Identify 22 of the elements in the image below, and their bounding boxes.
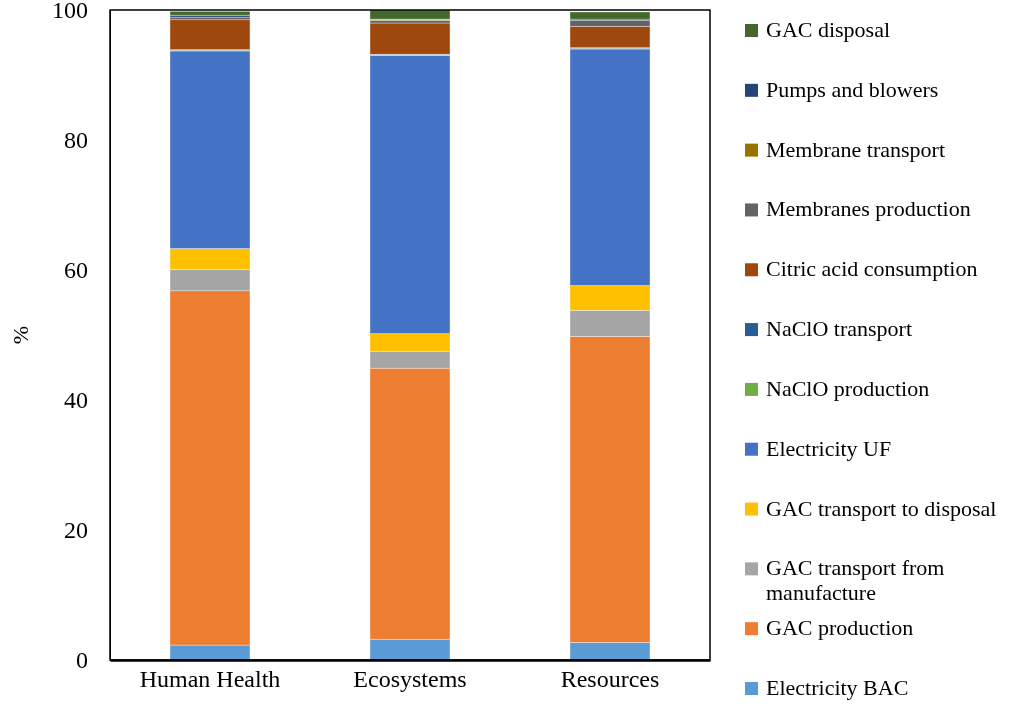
- y-tick-label: 20: [64, 517, 88, 544]
- y-tick-label: 40: [64, 387, 88, 414]
- legend-label: GAC transport from manufacture: [766, 555, 945, 605]
- legend-label: Membrane transport: [766, 136, 945, 162]
- legend-label: Membranes production: [766, 196, 971, 222]
- y-tick-label: 60: [64, 257, 88, 284]
- legend-label: GAC disposal: [766, 17, 891, 42]
- legend-label: Electricity UF: [766, 435, 892, 461]
- legend-label: NaClO transport: [766, 316, 913, 342]
- legend-label: GAC production: [766, 615, 914, 641]
- y-axis-title: %: [8, 325, 33, 345]
- y-tick-label: 80: [64, 127, 88, 154]
- legend-label: Electricity BAC: [766, 675, 909, 700]
- legend-label: GAC transport to disposal: [766, 495, 997, 521]
- legend-label: Citric acid consumption: [766, 256, 978, 282]
- y-tick-label: 100: [52, 0, 88, 24]
- legend-label: Pumps and blowers: [766, 76, 939, 102]
- x-tick-label: Human Health: [139, 666, 281, 693]
- x-tick-label: Resources: [560, 666, 660, 693]
- x-tick-label: Ecosystems: [353, 666, 467, 693]
- legend-label: NaClO production: [766, 375, 930, 401]
- y-tick-label: 0: [76, 647, 88, 674]
